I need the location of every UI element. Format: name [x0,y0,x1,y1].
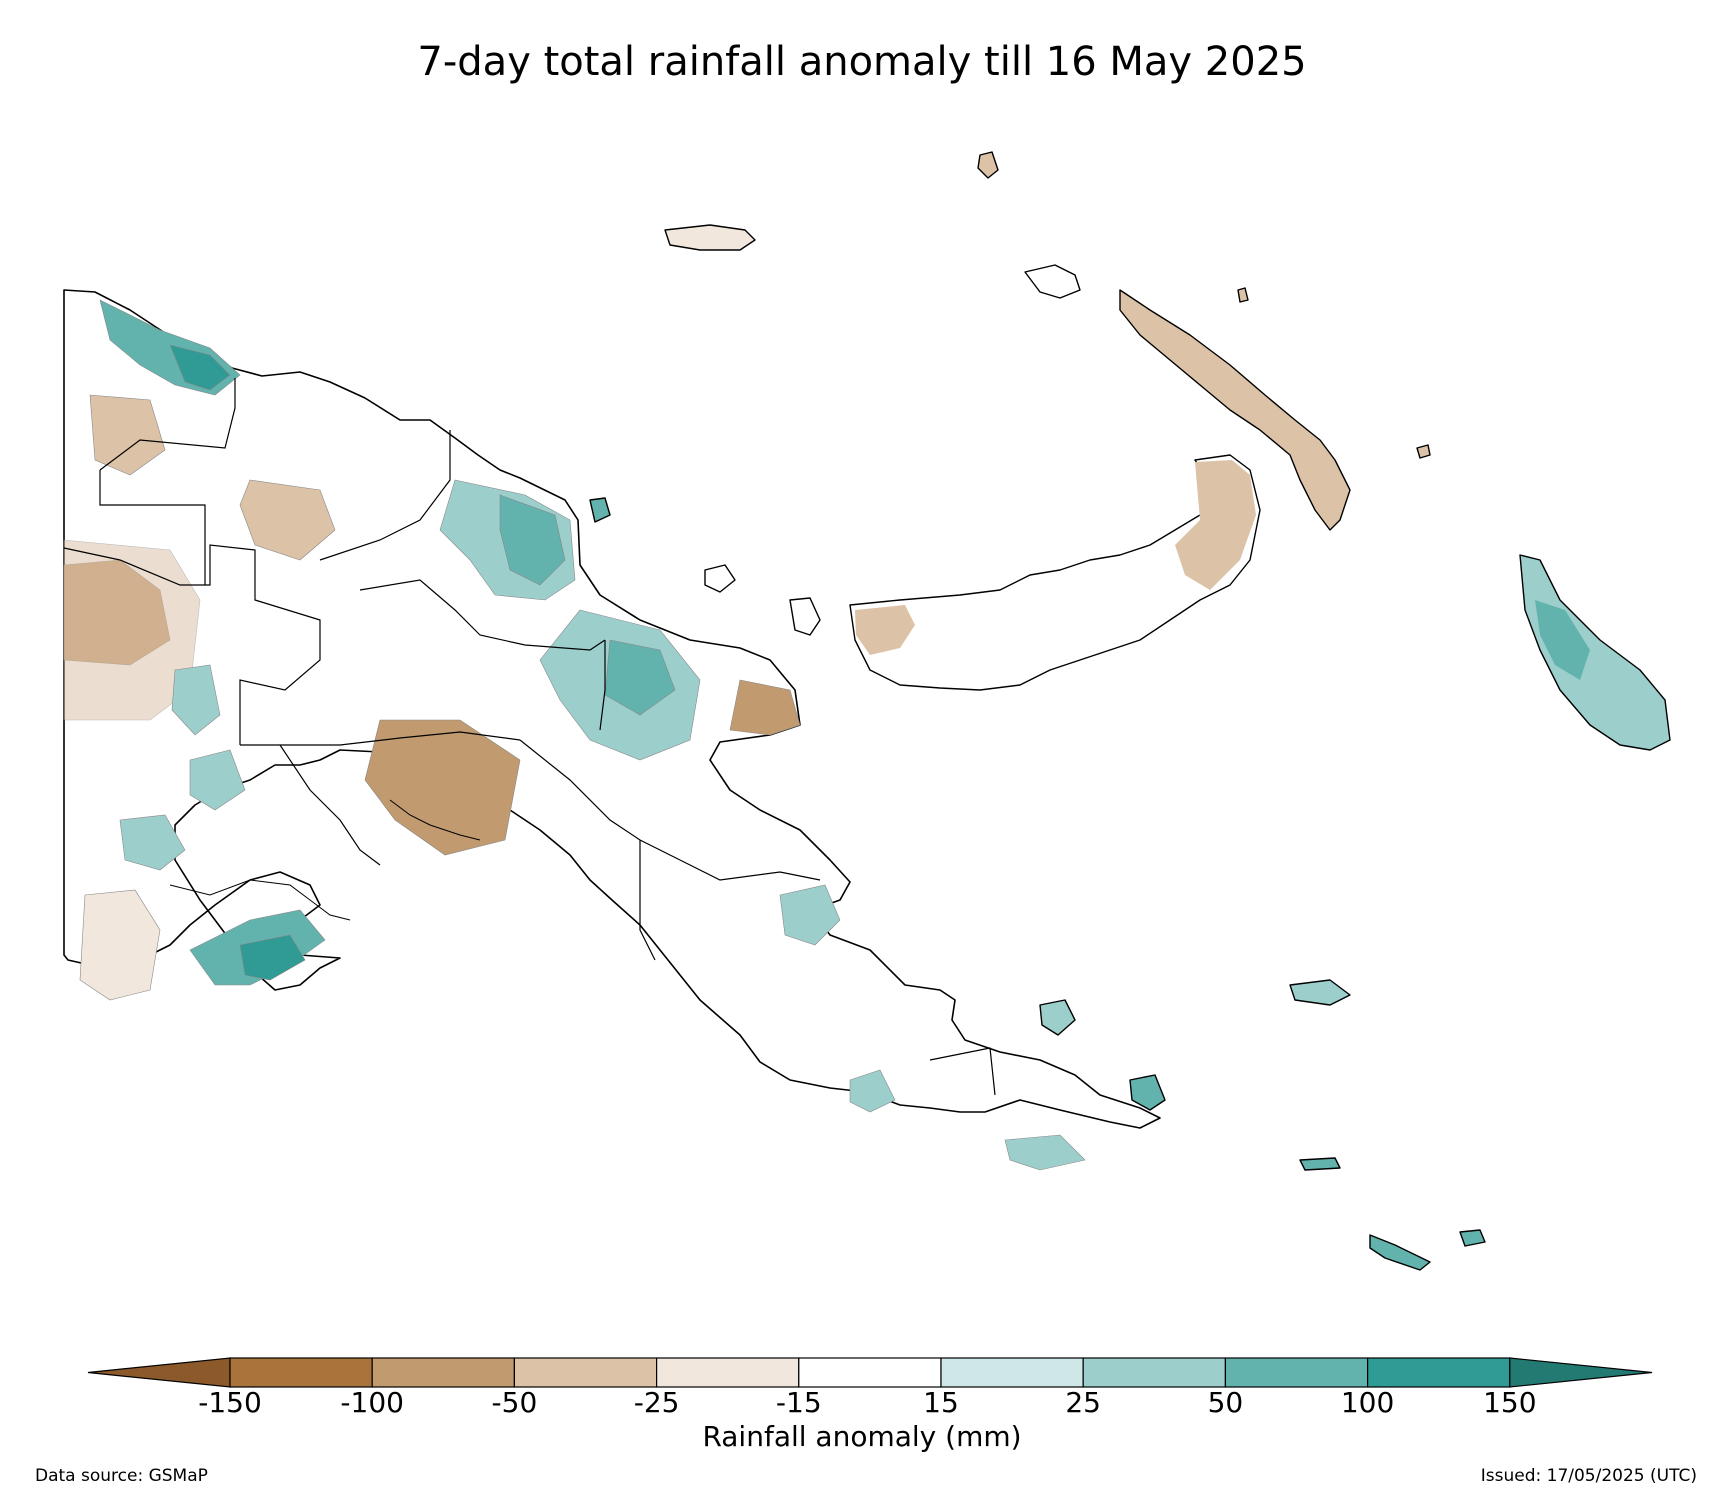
bougainville-island [1519,554,1671,751]
dry-blob-central [89,394,166,476]
wet-blob-madang-core [604,639,676,716]
colorbar-tick-label: -25 [633,1386,680,1419]
wet-blob-sepik-core [499,494,566,586]
karkar-island [589,497,611,523]
colorbar-tick-label: -150 [198,1386,262,1419]
colorbar-bin [655,1357,800,1388]
dentrecasteaux-island-b [1129,1074,1166,1111]
wet-blob-north-core [169,344,231,391]
wet-blob-morobe [779,884,841,946]
islands [589,151,1671,1271]
border-line-10 [679,859,821,881]
woodlark-island [1289,979,1351,1006]
colorbar-bin [371,1357,516,1388]
wet-blob-milne-bay [1004,1134,1086,1171]
colorbar-tick-label: 150 [1483,1386,1537,1419]
bougainville-core [1535,600,1590,680]
colorbar-bin [1082,1357,1226,1388]
border-line-1 [63,544,321,745]
colorbar-extend-high [1509,1357,1653,1388]
colorbar-bin [1366,1357,1511,1388]
colorbar-label: Rainfall anomaly (mm) [702,1420,1022,1453]
dry-blob-highlands [239,479,336,561]
border-line-7 [279,744,381,866]
province-borders [63,378,996,1096]
colorbar-bin [1224,1357,1369,1388]
colorbar-bin [798,1357,942,1388]
colorbar-tick-label: 50 [1207,1386,1244,1419]
colorbar-tick-label: 25 [1065,1386,1102,1419]
louisiade-island-b [1369,1234,1431,1271]
colorbar-bin [940,1357,1084,1388]
louisiade-island-a [1299,1157,1341,1171]
map-title: 7-day total rainfall anomaly till 16 May… [417,39,1307,85]
bismarck-island-a [704,564,736,593]
border-line-3 [99,470,206,585]
colorbar-tick-label: -15 [775,1386,822,1419]
new-britain-island [849,454,1261,691]
colorbar-tick-label: -100 [340,1386,404,1419]
northern-island-c [1416,444,1431,459]
dentrecasteaux-island-a [1039,999,1076,1036]
colorbar-tick-label: 100 [1340,1386,1395,1419]
colorbar-tick-label: -50 [491,1386,538,1419]
border-line-9 [639,840,656,961]
colorbar-bin [513,1357,658,1388]
border-line-5 [359,579,606,651]
colorbar-extend-low [87,1357,231,1388]
new-britain-west-dry [855,605,915,655]
gulf-river-lines [169,799,481,921]
northern-island-b [1237,287,1249,303]
border-line-11 [929,1047,996,1096]
colorbar-bin [229,1357,373,1388]
new-britain-dry [1175,460,1256,590]
border-line-12 [599,640,606,731]
wet-blob-gulf-a [189,749,246,811]
wet-blob-west-mid [171,664,221,736]
bismarck-island-b [789,597,821,636]
manus-island [664,224,756,251]
border-line-8 [519,739,681,861]
border-line-6 [240,731,521,746]
new-hanover-island [1024,264,1081,299]
data-source-text: Data source: GSMaP [35,1466,208,1486]
wet-blob-gulf-b [119,814,186,871]
louisiade-island-c [1459,1229,1486,1247]
wet-blob-oro [849,1069,896,1113]
northern-island-a [977,151,999,179]
dry-blob-east-tip [729,679,801,736]
border-line-4 [319,430,451,561]
anomaly-blobs [63,299,1086,1171]
dry-blob-south-west [79,889,161,1001]
dry-blob-fly [364,719,521,856]
new-ireland-island [1119,289,1351,531]
purari-delta [389,799,481,841]
colorbar-tick-label: 15 [923,1386,959,1419]
border-line-2 [99,378,236,471]
fly-river-delta [169,879,351,921]
wet-blob-south-west-core [239,934,306,981]
issued-text: Issued: 17/05/2025 (UTC) [1480,1466,1697,1486]
